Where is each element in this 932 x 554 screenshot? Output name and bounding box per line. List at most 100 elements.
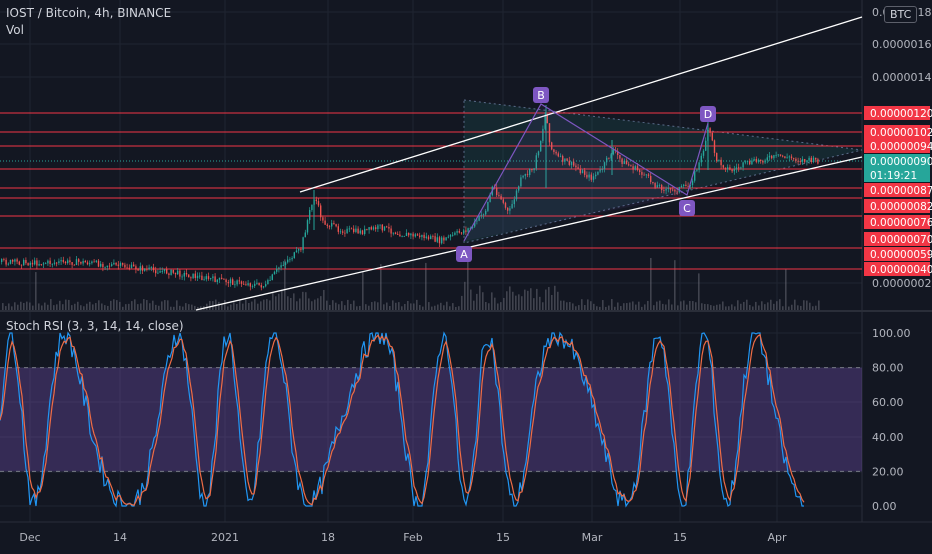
volume-bar [473, 300, 475, 310]
volume-bar [23, 303, 25, 310]
volume-legend[interactable]: Vol [6, 23, 24, 37]
trend-lines[interactable] [195, 16, 863, 311]
candle-body [139, 266, 141, 271]
horizontal-levels[interactable] [0, 112, 862, 270]
symbol-title[interactable]: IOST / Bitcoin, 4h, BINANCE [6, 6, 172, 20]
lower-trend-line [195, 156, 863, 311]
volume-bar [572, 303, 574, 310]
pattern-point-badge [679, 200, 695, 216]
pattern-point-badge [533, 87, 549, 103]
candle-body [412, 233, 414, 237]
candle-body [474, 221, 476, 227]
candle-body [240, 281, 243, 284]
volume-bar [383, 304, 385, 310]
volume-bar [359, 305, 361, 310]
candle-body [685, 184, 687, 187]
candle-body [733, 169, 735, 172]
candle-body [119, 263, 122, 266]
candle-body [529, 168, 531, 175]
candle-body [643, 174, 645, 176]
candle-body [584, 170, 586, 175]
volume-bar [2, 303, 4, 310]
volume-bar [800, 305, 802, 310]
candle-body [42, 263, 45, 265]
candle-body [696, 169, 698, 171]
volume-bar [485, 301, 487, 310]
volume-bar [803, 300, 805, 310]
candle-body [62, 260, 64, 262]
candle-body [597, 171, 599, 175]
candle-body [383, 226, 386, 231]
candle-body [188, 274, 190, 278]
volume-bar [371, 302, 373, 310]
volume-bar [47, 304, 49, 310]
candle-body [630, 165, 632, 167]
volume-bar [206, 303, 208, 310]
candle-body [724, 167, 727, 170]
volume-bar [503, 297, 505, 310]
volume-bar [449, 306, 451, 310]
time-axis-label: Mar [582, 531, 603, 544]
volume-bar [746, 299, 748, 310]
time-axis[interactable]: Dec 14 2021 18 Feb 15 Mar 15 Apr [0, 521, 932, 544]
volume-bar [299, 298, 301, 310]
volume-bar [683, 300, 685, 310]
candle-body [694, 170, 696, 181]
candle-body [441, 237, 443, 244]
candle-body [617, 151, 619, 156]
candle-body [804, 159, 806, 162]
candle-body [812, 157, 815, 163]
volume-bar [680, 301, 682, 310]
volume-bar [788, 306, 790, 310]
candle-body [293, 252, 295, 259]
candle-body [364, 228, 366, 235]
candle-body [566, 158, 568, 161]
volume-bar [539, 296, 541, 310]
candle-body [249, 283, 251, 287]
candle-body [386, 226, 388, 228]
candle-body [53, 262, 56, 264]
stoch-rsi-legend[interactable]: Stoch RSI (3, 3, 14, 14, close) [6, 319, 184, 333]
candle-body [513, 199, 515, 205]
candle-body [251, 285, 254, 287]
candle-body [177, 270, 179, 275]
candle-body [443, 237, 445, 241]
volume-bar [341, 301, 343, 310]
candle-body [680, 185, 683, 188]
candle-body [423, 234, 425, 238]
volume-bar [230, 304, 232, 310]
candle-body [801, 159, 804, 162]
candle-body [179, 270, 181, 277]
volume-bar [581, 299, 583, 310]
candle-body [267, 280, 269, 285]
stoch-d-line [0, 333, 805, 507]
candle-body [467, 228, 469, 232]
volume-bar [161, 301, 163, 310]
price-level-tag [864, 215, 930, 229]
candle-body [232, 279, 234, 285]
volume-bar [8, 303, 10, 310]
volume-bar [260, 301, 262, 310]
candle-body [623, 160, 625, 164]
grid-lines [0, 0, 932, 522]
candle-body [746, 161, 749, 163]
candle-body [381, 224, 383, 231]
candle-body [619, 155, 621, 159]
stoch-axis-tick: 60.00 [872, 396, 904, 409]
candle-body [487, 201, 489, 211]
volume-bar [653, 305, 655, 310]
candle-body [551, 142, 553, 150]
candle-body [205, 276, 207, 280]
volume-bar [320, 296, 322, 310]
volume-bar [812, 306, 814, 310]
candle-body [306, 220, 309, 233]
candle-body [278, 267, 280, 269]
abcd-pattern[interactable]: A B C D [456, 87, 716, 262]
candle-body [687, 186, 689, 187]
volume-bar [44, 302, 46, 310]
candle-body [210, 278, 212, 279]
candle-body [749, 161, 751, 165]
currency-badge[interactable]: BTC [884, 6, 918, 23]
